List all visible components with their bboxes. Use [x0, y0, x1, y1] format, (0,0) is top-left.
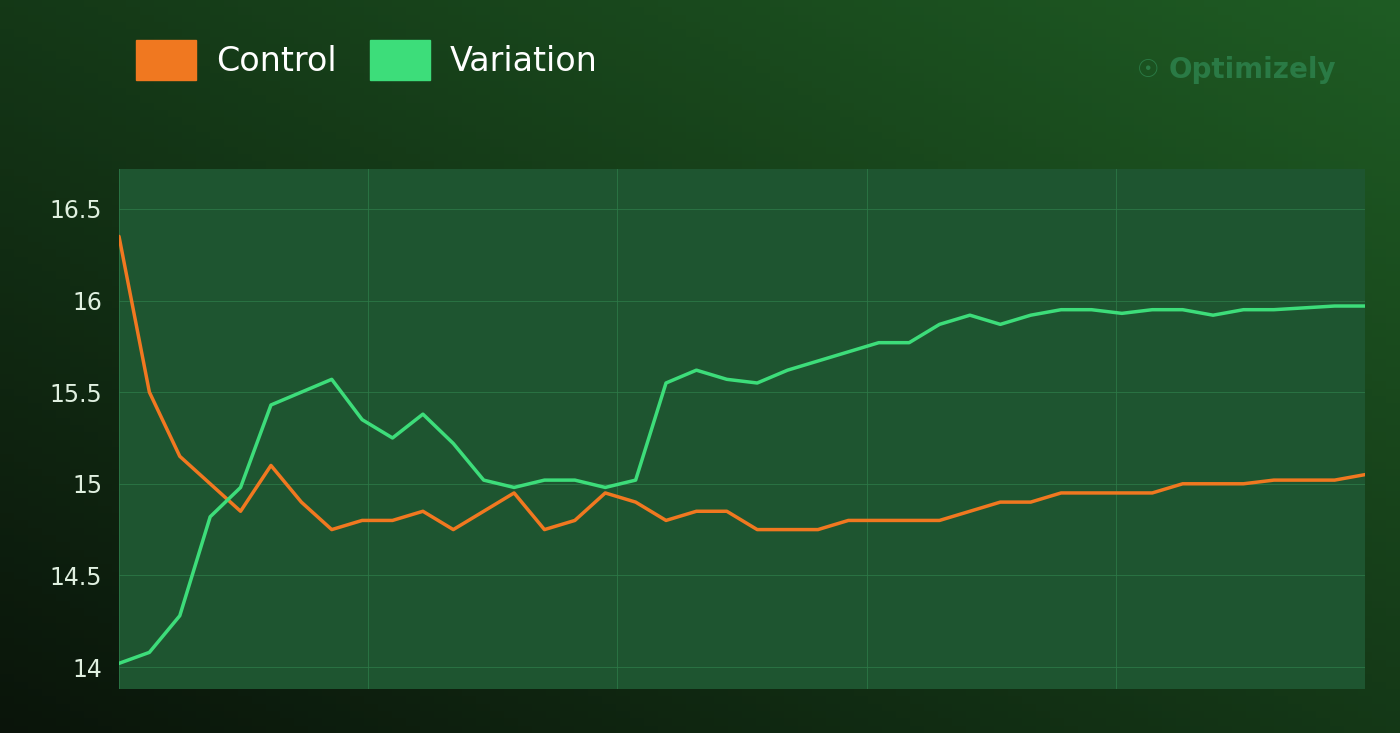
Legend: Control, Variation: Control, Variation	[136, 40, 598, 80]
Text: ☉: ☉	[1137, 58, 1159, 81]
Text: Optimizely: Optimizely	[1169, 56, 1337, 84]
